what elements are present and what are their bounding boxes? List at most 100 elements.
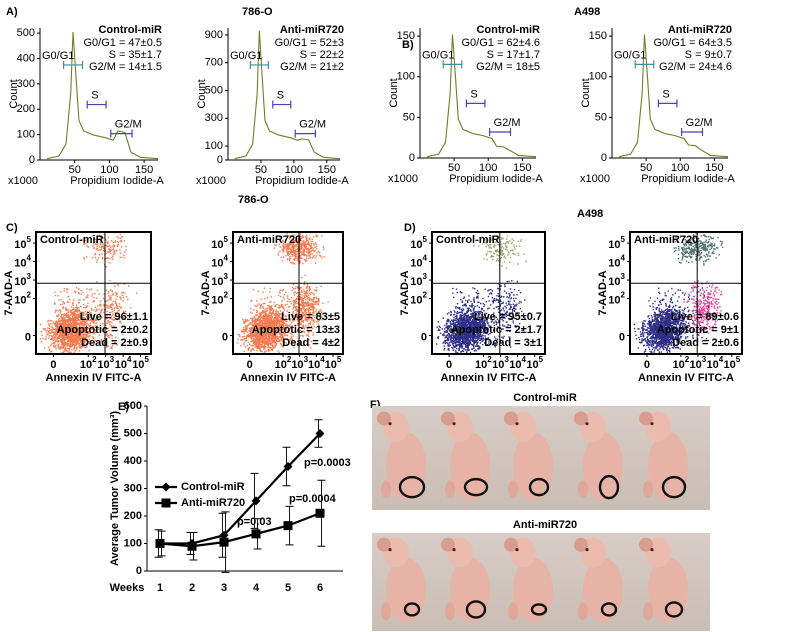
y-tick-label: 100 — [124, 537, 142, 549]
mouse — [377, 537, 426, 623]
x-axis-label: Annexin IV FITC-A — [638, 372, 734, 384]
panel-label: F) — [370, 399, 381, 411]
marker — [219, 537, 229, 547]
y-tick-label: 400 — [17, 52, 35, 64]
y-axis-label: Count — [388, 78, 400, 107]
legend-label: Control-miR — [181, 481, 245, 493]
stat-line: G2/M = 21±2 — [280, 61, 344, 73]
x-tick-label: 100 — [479, 162, 497, 174]
tick-label: 105 — [211, 235, 228, 251]
stat-line: Live = 96±1.1 — [80, 311, 148, 323]
tick-base: 0 — [247, 359, 253, 371]
tick-exponent: 4 — [621, 254, 626, 263]
stat-line: Live = 95±0.7 — [474, 311, 542, 323]
tumor-outline — [600, 602, 618, 617]
stat-line: Live = 83±5 — [281, 311, 340, 323]
tumor-outline — [465, 600, 487, 619]
cell-line: A498 — [574, 6, 600, 18]
tick-label: 0 — [644, 359, 650, 371]
tick-label: 105 — [723, 355, 740, 371]
tick-base: 10 — [14, 294, 26, 306]
tick-base: 10 — [475, 359, 487, 371]
y-tick-label: 400 — [124, 455, 142, 467]
tick-base: 10 — [410, 294, 422, 306]
tick-label: 0 — [619, 331, 625, 343]
tick-label: 0 — [50, 359, 56, 371]
x-axis-label: Annexin IV FITC-A — [240, 372, 336, 384]
stat-line: G0/G1 = 52±3 — [275, 37, 344, 49]
tick-exponent: 5 — [423, 235, 428, 244]
mouse-body — [386, 432, 426, 501]
y-tick-label: 500 — [124, 427, 142, 439]
stat-line: Apoptotic = 2±1.7 — [451, 324, 542, 336]
tick-base: 10 — [608, 257, 620, 269]
cell-dots — [237, 233, 329, 354]
marker — [315, 429, 325, 438]
marker — [251, 529, 261, 539]
mouse-body — [386, 557, 426, 623]
cell-line: 786-O — [242, 6, 273, 18]
x-tick-label: 6 — [317, 582, 323, 594]
tick-exponent: 4 — [522, 355, 527, 364]
stat-line: G0/G1 = 47±0.5 — [83, 37, 162, 49]
panel-label: A) — [6, 6, 18, 18]
tick-base: 10 — [275, 359, 287, 371]
y-tick-label: 300 — [124, 482, 142, 494]
tick-exponent: 2 — [487, 355, 492, 364]
mouse-ear — [377, 537, 391, 552]
tick-exponent: 5 — [736, 355, 741, 364]
tick-label: 104 — [410, 254, 427, 270]
stat-line: Dead = 2±0.6 — [672, 337, 739, 349]
tumor-outline — [463, 477, 489, 497]
x-tick-label: 100 — [671, 162, 689, 174]
mouse-ear — [639, 537, 653, 552]
plot-title: Control-miR — [476, 24, 540, 36]
y-axis-label: 7-AAD-A — [597, 270, 609, 315]
tick-exponent: 5 — [144, 355, 149, 364]
tick-exponent: 3 — [224, 272, 229, 281]
marker — [251, 496, 261, 506]
stat-line: G0/G1 = 62±4.6 — [461, 37, 540, 49]
stat-line: G2/M = 18±5 — [476, 61, 540, 73]
mouse-eye — [452, 548, 456, 552]
tick-base: 10 — [706, 359, 718, 371]
cell-dots — [633, 286, 710, 353]
mouse-ear — [504, 537, 518, 552]
tick-base: 10 — [14, 239, 26, 251]
mouse — [574, 411, 623, 501]
tumor-outline — [398, 475, 426, 499]
y-tick-label: 300 — [17, 78, 35, 90]
gate — [465, 99, 486, 108]
y-tick-label: 50 — [403, 111, 415, 123]
marker — [155, 539, 165, 548]
gate-label: G0/G1 — [422, 49, 454, 61]
y-tick-label: 300 — [205, 112, 223, 124]
tick-exponent: 4 — [719, 355, 724, 364]
y-axis-label: Count — [580, 78, 592, 107]
annotation: p=0.0003 — [304, 457, 351, 469]
panel-label: C) — [6, 222, 18, 234]
tick-base: 10 — [14, 257, 26, 269]
histogram-curve — [46, 31, 159, 160]
x-axis-label: Annexin IV FITC-A — [46, 372, 142, 384]
x-tick-label: 5 — [285, 582, 291, 594]
tick-exponent: 4 — [127, 355, 132, 364]
group-title: Control-miR — [513, 392, 577, 404]
annotation: p=0.03 — [237, 516, 272, 528]
mouse-body — [450, 432, 490, 501]
annotation: p=0.0004 — [289, 493, 337, 505]
tumor-outline — [528, 477, 550, 497]
plot-title: Control-miR — [40, 234, 104, 246]
tick-label: 105 — [132, 355, 149, 371]
stat-line: G2/M = 14±1.5 — [89, 61, 162, 73]
tick-base: 0 — [50, 359, 56, 371]
histogram-curve — [234, 30, 341, 160]
tumor-outline — [661, 475, 687, 499]
y-tick-label: 100 — [205, 140, 223, 152]
mouse-ear — [441, 537, 455, 552]
plot-title: Anti-miR720 — [634, 234, 698, 246]
tick-label: 103 — [492, 355, 509, 371]
tick-label: 104 — [14, 254, 31, 270]
tick-label: 104 — [115, 355, 132, 371]
mouse-eye — [650, 548, 654, 552]
